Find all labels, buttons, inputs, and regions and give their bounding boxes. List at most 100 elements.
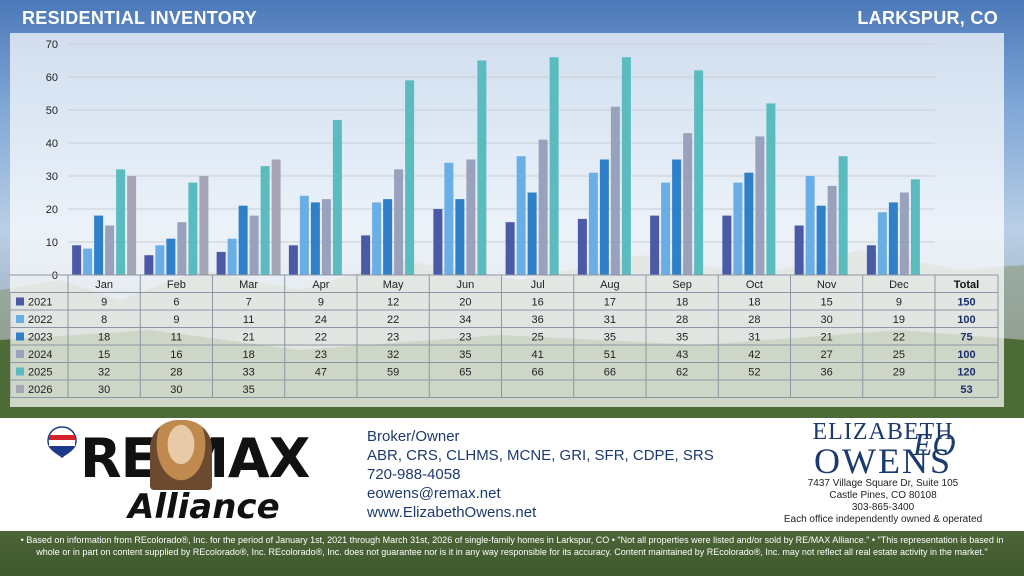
table-cell: 35 xyxy=(459,349,471,361)
bar-2026-mar xyxy=(271,159,281,275)
bar-2025-mar xyxy=(260,166,270,275)
bar-2025-feb xyxy=(188,182,198,275)
table-cell: 21 xyxy=(821,332,833,344)
bar-2021-mar xyxy=(216,251,226,275)
month-label: Apr xyxy=(312,279,329,291)
month-label: Feb xyxy=(167,279,186,291)
table-cell: 52 xyxy=(748,367,760,379)
office-phone: 303-865-3400 xyxy=(851,502,915,513)
bar-2024-sep xyxy=(683,133,693,275)
table-cell: 30 xyxy=(821,314,833,326)
table-cell: 12 xyxy=(387,297,399,309)
table-cell: 21 xyxy=(243,332,255,344)
month-label: Jun xyxy=(457,279,475,291)
agent-branding: ELIZABETH OWENS EO 7437 Village Square D… xyxy=(768,420,998,526)
total-cell-2025: 120 xyxy=(957,367,975,379)
bar-2023-dec xyxy=(888,202,898,275)
bar-2023-jan xyxy=(94,215,104,275)
bar-2021-jul xyxy=(505,222,515,275)
table-cell: 23 xyxy=(387,332,399,344)
table-cell: 9 xyxy=(318,297,324,309)
bar-2022-feb xyxy=(155,245,165,275)
table-cell: 28 xyxy=(748,314,760,326)
table-cell: 16 xyxy=(170,349,182,361)
bar-2021-nov xyxy=(794,225,804,275)
bar-2024-jan xyxy=(105,225,115,275)
bar-2022-mar xyxy=(227,238,237,275)
y-tick-label: 0 xyxy=(52,270,58,282)
inventory-chart: 0 10 20 30 40 50 60 70 Jan Feb Mar Apr May Jun Jul Aug S… xyxy=(10,39,999,398)
table-cell: 23 xyxy=(459,332,471,344)
table-cell: 35 xyxy=(676,332,688,344)
bar-2023-mar xyxy=(238,205,248,275)
bar-2025-jul xyxy=(549,57,559,276)
bar-2024-jun xyxy=(466,159,476,275)
table-cell: 31 xyxy=(748,332,760,344)
bar-2025-apr xyxy=(332,119,342,276)
agent-website[interactable]: www.ElizabethOwens.net xyxy=(367,504,537,521)
table-cell: 62 xyxy=(676,367,688,379)
bar-2024-jul xyxy=(538,139,548,275)
agent-phone[interactable]: 720-988-4058 xyxy=(367,466,461,483)
table-cell: 30 xyxy=(98,384,110,396)
table-cell: 11 xyxy=(243,314,254,326)
legend-swatch-2026 xyxy=(16,385,24,393)
bar-2025-aug xyxy=(621,57,631,276)
table-cell: 29 xyxy=(893,367,905,379)
brand-last-name: OWENS xyxy=(814,441,952,481)
table-cell: 22 xyxy=(387,314,399,326)
month-label: Mar xyxy=(239,279,258,291)
table-cell: 25 xyxy=(532,332,544,344)
bar-2023-may xyxy=(383,199,393,275)
bar-2022-nov xyxy=(805,176,815,275)
bar-2021-sep xyxy=(650,215,660,275)
table-cell: 27 xyxy=(821,349,833,361)
bar-2025-dec xyxy=(910,179,920,275)
bar-2024-may xyxy=(394,169,404,275)
month-label: Jan xyxy=(95,279,113,291)
bar-2022-oct xyxy=(733,182,743,275)
table-cell: 25 xyxy=(893,349,905,361)
y-tick-label: 30 xyxy=(46,171,58,183)
legend-label-2025: 2025 xyxy=(28,367,52,379)
bar-2021-may xyxy=(361,235,371,275)
table-cell: 43 xyxy=(676,349,688,361)
location-label: LARKSPUR, CO xyxy=(857,8,998,28)
total-cell-2026: 53 xyxy=(960,384,972,396)
bar-2023-sep xyxy=(672,159,682,275)
agent-contact: Broker/Owner ABR, CRS, CLHMS, MCNE, GRI,… xyxy=(367,427,714,522)
table-cell: 7 xyxy=(246,297,252,309)
table-cell: 23 xyxy=(315,349,327,361)
bar-2025-sep xyxy=(694,70,704,276)
table-cell: 11 xyxy=(171,332,182,344)
bar-2022-apr xyxy=(299,195,309,275)
table-cell: 66 xyxy=(532,367,544,379)
agent-photo xyxy=(150,420,212,490)
bar-2025-nov xyxy=(838,156,848,275)
table-cell: 18 xyxy=(676,297,688,309)
bar-2024-aug xyxy=(610,106,620,275)
bar-2023-nov xyxy=(816,205,826,275)
table-cell: 8 xyxy=(101,314,107,326)
page-title: RESIDENTIAL INVENTORY xyxy=(22,8,257,28)
bar-2022-jul xyxy=(516,156,526,275)
legend-label-2024: 2024 xyxy=(28,349,52,361)
table-cell: 15 xyxy=(98,349,110,361)
bar-2026-jan xyxy=(127,176,137,275)
month-label: May xyxy=(383,279,404,291)
table-cell: 20 xyxy=(459,297,471,309)
agent-email[interactable]: eowens@remax.net xyxy=(367,485,501,502)
y-tick-label: 10 xyxy=(46,237,58,249)
bar-2024-dec xyxy=(899,192,909,275)
bar-2025-oct xyxy=(766,103,776,276)
bar-2022-dec xyxy=(877,212,887,275)
bar-2024-nov xyxy=(827,185,837,275)
month-label: Jul xyxy=(531,279,545,291)
bar-2023-feb xyxy=(166,238,176,275)
table-cell: 35 xyxy=(604,332,616,344)
legend-swatch-2023 xyxy=(16,332,24,341)
total-cell-2023: 75 xyxy=(960,332,972,344)
month-label: Dec xyxy=(889,279,909,291)
table-cell: 32 xyxy=(98,367,110,379)
table-cell: 36 xyxy=(821,367,833,379)
